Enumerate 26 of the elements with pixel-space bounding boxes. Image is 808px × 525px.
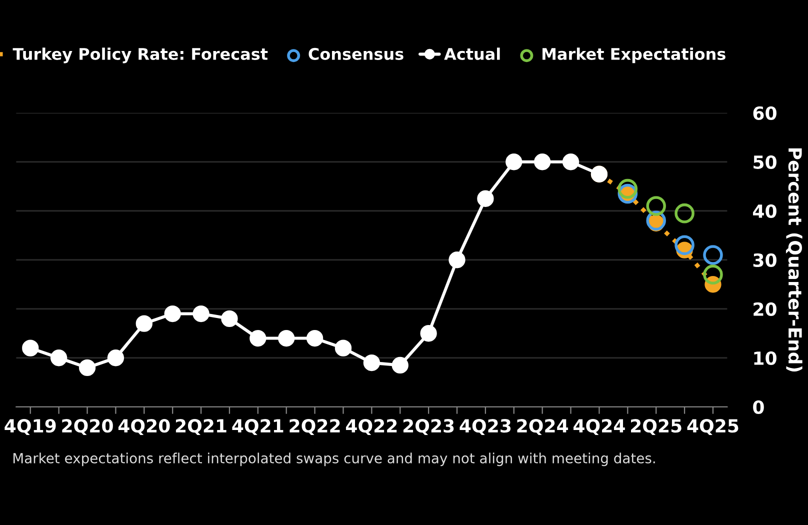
y-tick-label: 60 (753, 106, 776, 120)
x-tick-label: 4Q24 (574, 419, 625, 436)
y-tick-label: 30 (753, 253, 776, 267)
legend-label: Consensus (308, 48, 404, 60)
x-tick-label: 2Q25 (631, 419, 682, 436)
legend-label: Actual (444, 48, 500, 60)
x-tick-label: 4Q20 (118, 419, 170, 436)
x-tick-label: 4Q25 (687, 419, 738, 436)
y-tick-label: 40 (753, 204, 776, 218)
x-tick-label: 2Q20 (62, 419, 113, 436)
x-tick-label: 4Q21 (232, 419, 284, 436)
y-axis-title: Percent (Quarter-End) (786, 148, 802, 372)
x-tick-label: 2Q22 (290, 419, 340, 436)
y-tick-label: 20 (754, 302, 776, 316)
x-tick-label: 2Q21 (176, 419, 226, 436)
legend-label: Turkey Policy Rate: Forecast (12, 48, 268, 64)
x-tick-label: 2Q23 (403, 419, 454, 436)
x-tick-label: 4Q22 (346, 419, 397, 436)
text: Market expectations reflect interpolated swaps curve and may not align with meeting dates. (13, 452, 655, 466)
y-tick-label: 10 (754, 351, 776, 365)
x-tick-label: 2Q24 (517, 419, 568, 436)
y-tick-label: 0 (753, 400, 764, 414)
y-tick-label: 50 (754, 155, 776, 169)
x-tick-label: 4Q23 (460, 419, 511, 436)
legend-label: Market Expectations (542, 48, 726, 64)
x-tick-label: 4Q19 (4, 419, 56, 436)
